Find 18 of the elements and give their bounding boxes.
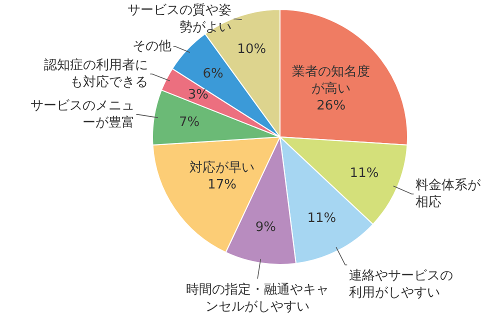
slice-label: 連絡やサービスの利用がしやすい <box>349 268 454 301</box>
data-label: 3% <box>188 88 209 103</box>
data-label: 6% <box>202 66 224 82</box>
slice-label: 対応が早い <box>190 159 254 176</box>
data-label: 26% <box>316 98 346 114</box>
slice-label: 料金体系が相応 <box>416 178 482 210</box>
data-label: 9% <box>255 220 276 236</box>
slice-label: その他 <box>132 38 172 54</box>
slice-label: 業者の知名度が高い <box>292 63 370 96</box>
slice-label: サービスの質や姿勢がよい <box>128 2 232 35</box>
data-label: 11% <box>307 211 336 226</box>
slice-label: サービスのメニューが豊富 <box>30 98 134 130</box>
data-label: 7% <box>179 115 200 130</box>
slice-label: 認知症の利用者にも対応できる <box>44 58 148 90</box>
data-label: 17% <box>208 177 236 192</box>
slice-label: 時間の指定・融通やキャンセルがしやすい <box>186 282 330 315</box>
data-label: 11% <box>350 166 379 181</box>
data-label: 10% <box>237 42 266 58</box>
